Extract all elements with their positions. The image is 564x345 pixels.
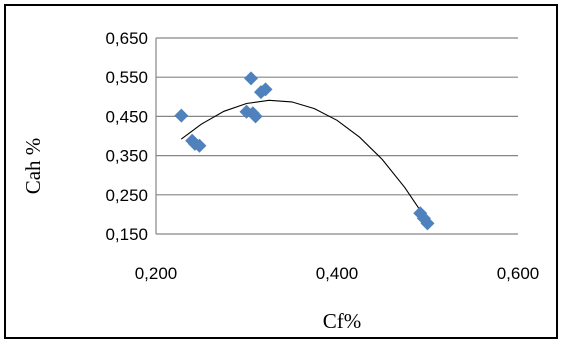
data-point <box>258 82 273 97</box>
x-tick-labels: 0,200 0,400 0,600 <box>135 264 540 283</box>
x-tick-label: 0,600 <box>497 264 540 283</box>
data-points <box>174 71 435 231</box>
data-point <box>244 71 259 86</box>
x-tick-label: 0,400 <box>316 264 359 283</box>
y-tick-label: 0,450 <box>105 107 148 126</box>
grid-lines <box>155 37 518 235</box>
y-tick-label: 0,650 <box>105 29 148 48</box>
x-axis-title: Cf% <box>323 309 362 333</box>
y-tick-label: 0,150 <box>105 225 148 244</box>
y-tick-label: 0,250 <box>105 186 148 205</box>
data-point <box>174 108 189 123</box>
trendline-layer <box>180 99 428 224</box>
y-axis-title: Cah % <box>21 138 45 195</box>
y-tick-label: 0,350 <box>105 147 148 166</box>
trendline <box>180 99 428 224</box>
chart-frame <box>4 4 558 339</box>
data-point <box>248 109 263 124</box>
data-point <box>192 138 207 153</box>
x-tick-label: 0,200 <box>135 264 178 283</box>
y-tick-labels: 0,150 0,250 0,350 0,450 0,550 0,650 <box>105 29 148 244</box>
data-point <box>420 216 435 231</box>
y-tick-label: 0,550 <box>105 68 148 87</box>
